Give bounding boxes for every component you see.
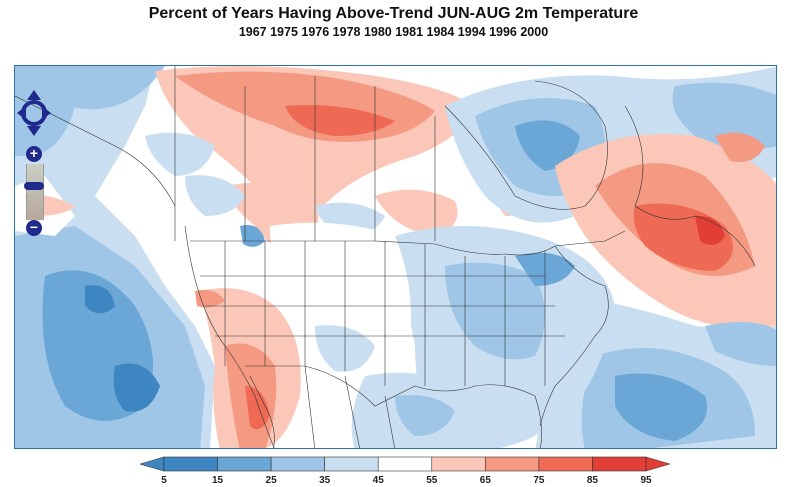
legend-tick-label: 65 <box>479 475 491 486</box>
map-frame[interactable] <box>14 65 777 449</box>
legend-swatch <box>538 456 593 472</box>
pan-control[interactable] <box>16 88 52 138</box>
zoom-out-button[interactable]: − <box>26 220 42 236</box>
legend-swatch <box>217 456 272 472</box>
legend-tick-label: 95 <box>640 475 652 486</box>
political-boundaries <box>15 66 756 448</box>
pan-ring <box>21 100 47 126</box>
us-mexico-border <box>245 365 416 407</box>
us-canada-border <box>190 230 626 256</box>
legend-swatch <box>431 456 486 472</box>
baja <box>249 375 275 448</box>
legend-swatch <box>270 456 325 472</box>
east-coast <box>539 245 609 427</box>
legend-tick-label: 55 <box>426 475 438 486</box>
canada-provinces <box>174 66 436 241</box>
legend-tick-label: 45 <box>372 475 384 486</box>
zoom-in-button[interactable]: + <box>26 146 42 162</box>
hudson-coast <box>444 80 608 210</box>
map-title: Percent of Years Having Above-Trend JUN-… <box>148 5 639 22</box>
legend-arrow-low <box>138 456 165 472</box>
legend-arrow-high <box>645 456 672 472</box>
labrador-coast <box>624 105 756 267</box>
legend-tick-label: 75 <box>533 475 545 486</box>
color-legend: 5 15 25 35 45 55 65 75 85 95 <box>138 455 672 486</box>
zoom-slider-handle[interactable] <box>24 182 44 190</box>
zoom-bar[interactable] <box>26 164 44 220</box>
legend-tick-label: 85 <box>586 475 598 486</box>
map-navigation[interactable]: + − <box>16 88 52 238</box>
legend-tick-label: 35 <box>319 475 331 486</box>
pan-right-icon <box>42 106 51 120</box>
anomaly-map[interactable] <box>15 66 777 449</box>
mexico-lines <box>304 365 395 448</box>
pan-down-icon <box>27 126 41 136</box>
pan-up-icon <box>27 90 41 100</box>
map-subtitle: 1967 1975 1976 1978 1980 1981 1984 1994 … <box>238 25 549 39</box>
legend-bar <box>138 456 672 472</box>
legend-swatch <box>592 456 647 472</box>
legend-tick-label: 5 <box>161 475 167 486</box>
legend-swatch <box>163 456 218 472</box>
legend-swatch <box>377 456 433 472</box>
gulf-field <box>351 372 475 448</box>
pan-left-icon <box>17 106 26 120</box>
legend-swatch <box>485 456 540 472</box>
state-lines-2 <box>200 275 565 337</box>
legend-swatch <box>324 456 379 472</box>
legend-tick-label: 25 <box>265 475 277 486</box>
legend-tick-label: 15 <box>211 475 224 486</box>
